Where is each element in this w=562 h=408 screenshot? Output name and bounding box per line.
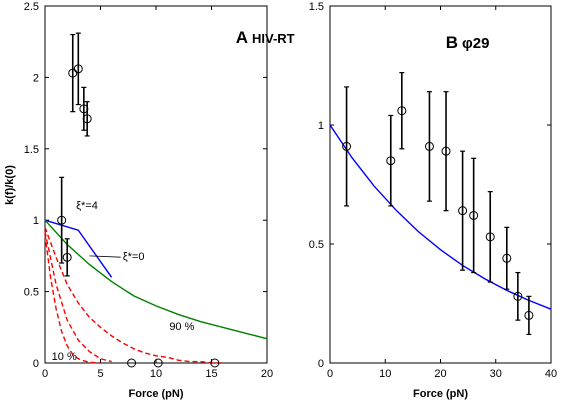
x-tick-label: 0 xyxy=(42,368,48,380)
data-point xyxy=(397,106,407,116)
series-line-0 xyxy=(44,219,113,278)
y-tick-label: 0.5 xyxy=(24,287,39,299)
x-tick-label: 30 xyxy=(490,368,502,380)
data-point xyxy=(469,210,479,220)
panel-title: φ29 xyxy=(462,35,489,52)
y-tick-label: 2.5 xyxy=(24,1,39,13)
data-point xyxy=(441,146,451,156)
data-point xyxy=(458,206,468,216)
data-point xyxy=(513,291,523,301)
y-tick-label: 0.5 xyxy=(309,239,324,251)
data-point xyxy=(342,141,352,151)
x-tick-label: 40 xyxy=(545,368,557,380)
data-point xyxy=(73,64,83,74)
series-line-4 xyxy=(44,234,101,364)
x-tick-label: 15 xyxy=(205,368,217,380)
x-tick-label: 5 xyxy=(97,368,103,380)
data-point xyxy=(153,358,163,368)
annotation-pointer xyxy=(89,255,121,258)
series-line-2 xyxy=(44,227,223,364)
series-line-0 xyxy=(329,124,552,310)
x-axis-label: Force (pN) xyxy=(413,388,468,400)
y-tick-label: 2 xyxy=(33,72,39,84)
x-tick-label: 10 xyxy=(379,368,391,380)
series-line-1 xyxy=(44,219,268,340)
x-tick-label: 0 xyxy=(327,368,333,380)
x-tick-label: 20 xyxy=(434,368,446,380)
data-point xyxy=(386,156,396,166)
y-tick-label: 1.5 xyxy=(309,1,324,13)
panel-title: HIV-RT xyxy=(252,31,295,46)
data-point xyxy=(210,358,220,368)
y-tick-label: 1.5 xyxy=(24,144,39,156)
data-point xyxy=(127,358,137,368)
annotation-label: ξ*=4 xyxy=(76,200,98,212)
data-point xyxy=(82,114,92,124)
annotation-label: 10 % xyxy=(52,351,77,363)
series-line-3 xyxy=(44,231,112,363)
data-point xyxy=(57,215,67,225)
y-axis-label: k(f)/k(0) xyxy=(4,165,16,205)
data-point xyxy=(485,232,495,242)
x-tick-label: 10 xyxy=(150,368,162,380)
data-point xyxy=(502,253,512,263)
panel-letter: A xyxy=(236,28,248,47)
data-point xyxy=(424,141,434,151)
x-tick-label: 20 xyxy=(261,368,273,380)
data-point xyxy=(68,68,78,78)
data-point xyxy=(524,310,534,320)
data-point xyxy=(62,252,72,262)
y-tick-label: 1 xyxy=(33,215,39,227)
y-tick-label: 1 xyxy=(318,120,324,132)
y-tick-label: 0 xyxy=(318,358,324,370)
x-axis-label: Force (pN) xyxy=(129,388,184,400)
panel-letter: B xyxy=(446,33,458,52)
annotation-label: 90 % xyxy=(169,321,194,333)
y-tick-label: 0 xyxy=(33,358,39,370)
annotation-label: ξ*=0 xyxy=(123,251,145,263)
